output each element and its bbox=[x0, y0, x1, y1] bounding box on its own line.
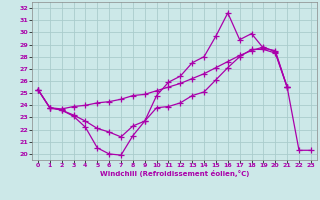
X-axis label: Windchill (Refroidissement éolien,°C): Windchill (Refroidissement éolien,°C) bbox=[100, 170, 249, 177]
